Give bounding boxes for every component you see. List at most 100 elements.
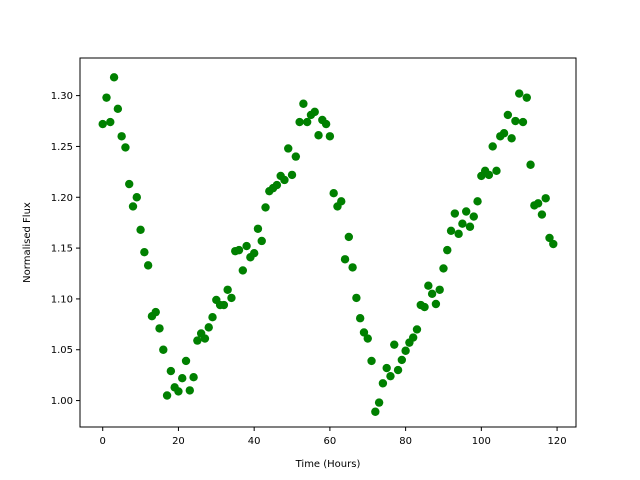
data-point: [219, 300, 229, 310]
y-tick-label: 1.20: [51, 193, 73, 204]
data-point: [227, 293, 236, 303]
data-point: [439, 264, 448, 273]
y-tick-label: 1.05: [51, 345, 73, 356]
x-axis-label: Time (Hours): [295, 459, 361, 470]
data-point: [337, 197, 346, 206]
y-tick-label: 1.30: [51, 91, 73, 102]
data-point: [257, 236, 266, 246]
data-point: [374, 398, 384, 407]
data-point: [166, 366, 176, 376]
data-point: [462, 207, 471, 216]
data-point: [408, 333, 418, 342]
data-point: [310, 107, 319, 117]
data-point: [499, 129, 509, 138]
data-point: [159, 345, 168, 354]
data-point: [238, 266, 248, 275]
data-point: [549, 239, 558, 249]
data-point: [181, 356, 191, 366]
data-point: [533, 199, 543, 208]
data-point: [458, 219, 467, 228]
plot-frame: [79, 57, 577, 428]
data-point: [121, 143, 130, 152]
data-point: [193, 336, 202, 345]
data-point: [140, 247, 149, 257]
data-point: [443, 245, 452, 255]
data-point: [287, 170, 297, 180]
y-tick-label: 1.00: [51, 396, 73, 407]
data-point: [371, 407, 380, 416]
data-point: [242, 241, 251, 251]
data-point: [299, 99, 308, 108]
data-point: [431, 299, 441, 309]
data-point: [488, 142, 497, 151]
data-point: [329, 189, 338, 198]
data-point: [363, 334, 372, 343]
data-point: [507, 134, 516, 143]
data-point: [223, 285, 232, 294]
data-point: [295, 117, 304, 127]
data-point: [484, 170, 494, 180]
data-point: [515, 89, 524, 98]
data-point: [204, 323, 213, 332]
x-tick-label: 0: [100, 436, 106, 447]
data-point: [132, 193, 141, 202]
data-point: [125, 179, 134, 189]
data-point: [446, 226, 456, 236]
data-point: [325, 132, 335, 141]
data-point: [174, 387, 183, 396]
data-point: [291, 152, 301, 161]
data-point: [492, 166, 501, 176]
data-point: [321, 119, 331, 129]
data-point: [143, 261, 153, 270]
x-tick-label: 120: [548, 436, 567, 447]
data-point: [348, 263, 357, 272]
data-point: [284, 144, 293, 153]
data-point: [469, 212, 478, 221]
data-point: [344, 232, 354, 242]
data-point: [390, 340, 399, 349]
data-point: [465, 222, 475, 231]
data-point: [314, 131, 323, 140]
data-point: [454, 229, 463, 239]
data-point: [208, 313, 217, 322]
data-point: [106, 117, 115, 127]
data-point: [367, 356, 376, 366]
data-point: [359, 328, 369, 337]
data-points: [98, 73, 558, 416]
x-tick-label: 60: [324, 436, 337, 447]
y-tick-label: 1.10: [51, 294, 73, 305]
x-tick-label: 40: [248, 436, 261, 447]
data-point: [151, 307, 160, 317]
data-point: [102, 93, 111, 102]
data-point: [185, 386, 194, 395]
data-point: [427, 289, 437, 299]
data-point: [234, 245, 244, 255]
data-point: [473, 197, 482, 206]
data-point: [541, 194, 550, 203]
data-point: [117, 132, 126, 141]
data-point: [526, 160, 535, 169]
data-point: [522, 93, 531, 102]
data-point: [420, 302, 429, 312]
y-tick-label: 1.25: [51, 142, 73, 153]
data-point: [189, 372, 198, 382]
data-point: [302, 117, 312, 127]
data-point: [424, 281, 433, 290]
data-point: [386, 371, 395, 381]
data-point: [378, 379, 388, 388]
data-point: [249, 248, 259, 258]
data-point: [393, 365, 403, 375]
data-point: [200, 334, 210, 343]
y-axis-label: Normalised Flux: [22, 202, 33, 283]
data-point: [128, 202, 138, 211]
data-point: [511, 116, 520, 126]
data-point: [537, 210, 547, 219]
data-point: [109, 73, 119, 82]
y-tick-label: 1.15: [51, 244, 73, 255]
data-point: [136, 225, 145, 234]
data-point: [340, 255, 350, 264]
data-point: [412, 325, 422, 334]
data-point: [518, 117, 528, 127]
